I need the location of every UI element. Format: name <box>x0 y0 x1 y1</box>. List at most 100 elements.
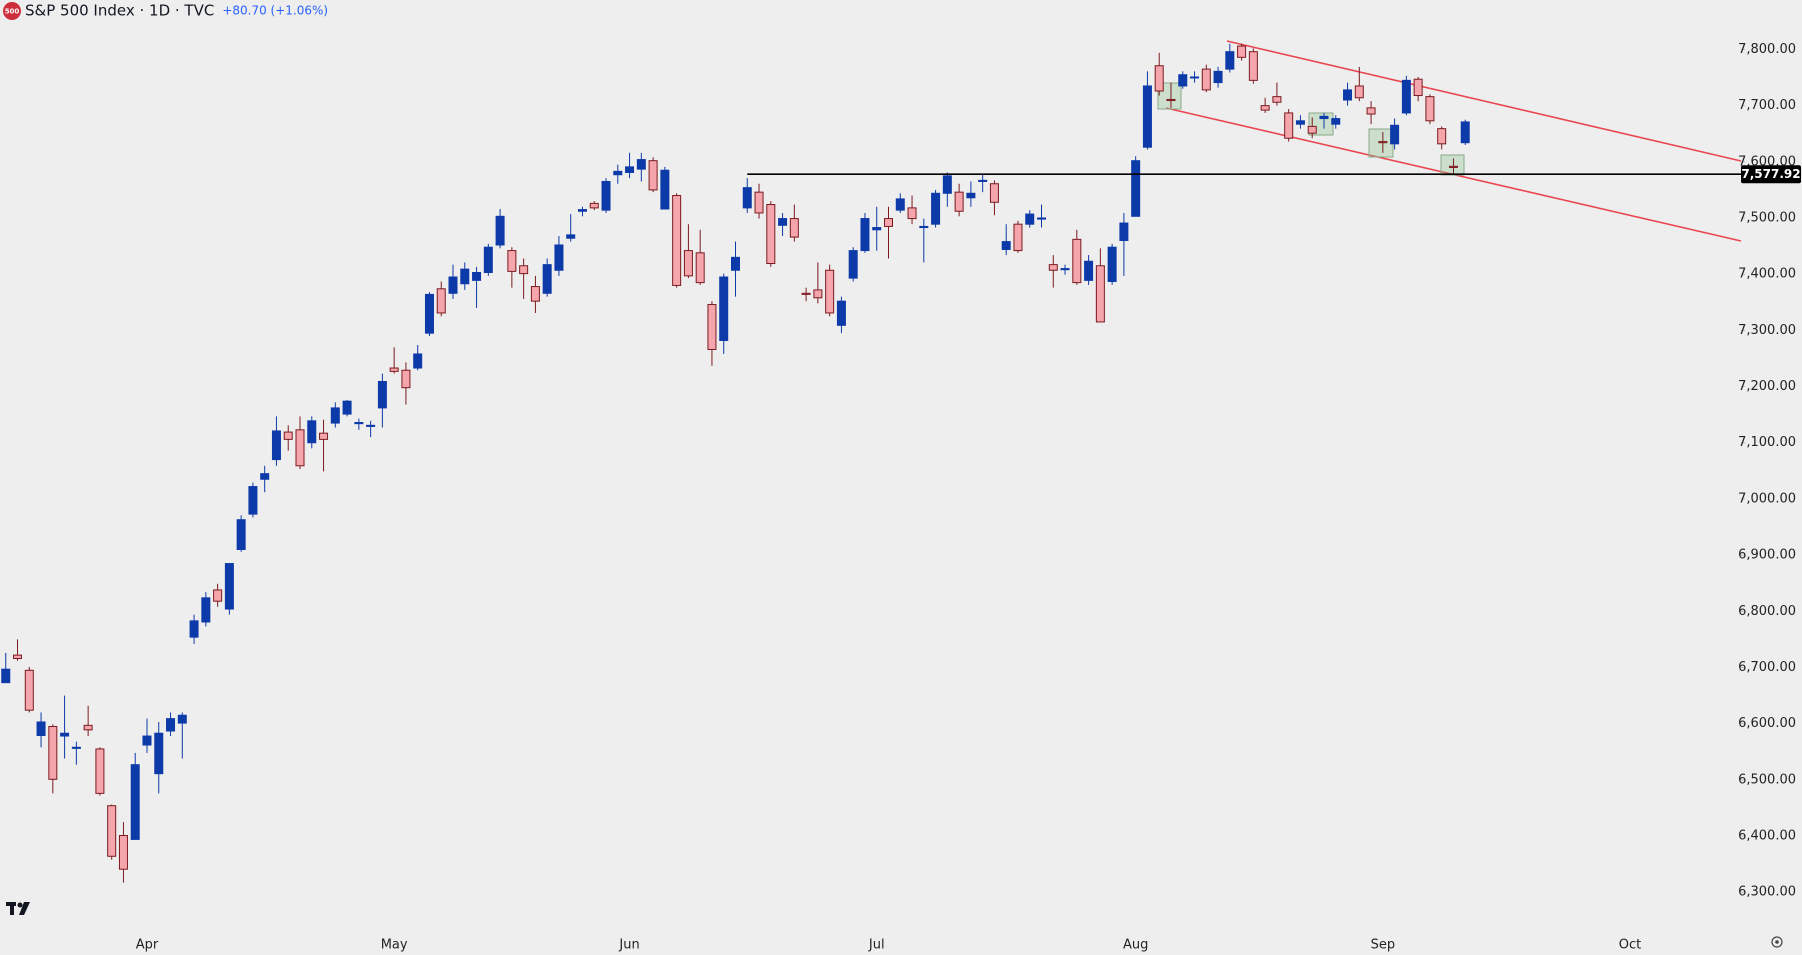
settings-icon-dot <box>1775 940 1779 944</box>
candle-body <box>460 268 470 285</box>
candle-body <box>507 250 517 272</box>
candle-body <box>1390 124 1400 145</box>
candle-body <box>707 304 717 350</box>
candle-body <box>931 192 941 225</box>
candle-body <box>271 430 281 461</box>
candle-body <box>813 289 823 299</box>
symbol-logo <box>3 2 21 20</box>
y-tick-label: 6,400.00 <box>1738 829 1796 844</box>
candle-body <box>354 422 364 425</box>
candle-body <box>1425 96 1435 122</box>
candle-body <box>1 668 11 684</box>
candle-body <box>1190 76 1200 79</box>
candle-body <box>789 218 799 238</box>
candle-body <box>554 244 564 271</box>
candle-body <box>48 725 58 780</box>
candle-body <box>154 732 164 775</box>
candle-body <box>542 264 552 294</box>
candle-body <box>1048 264 1058 271</box>
x-tick-label: Oct <box>1619 938 1641 953</box>
y-tick-label: 7,000.00 <box>1738 491 1796 506</box>
candle-body <box>36 721 46 736</box>
settings-icon[interactable] <box>1771 936 1783 948</box>
candle-body <box>530 286 540 302</box>
y-tick-label: 7,100.00 <box>1738 435 1796 450</box>
candle-body <box>1095 265 1105 323</box>
y-tick-label: 7,400.00 <box>1738 267 1796 282</box>
candle-body <box>1119 222 1129 241</box>
candle-body <box>24 669 34 711</box>
candle-body <box>589 202 599 209</box>
candle-body <box>1166 98 1176 102</box>
highlight-box <box>1157 82 1182 110</box>
candle-body <box>801 292 811 295</box>
symbol-logo-text: 500 <box>5 8 20 16</box>
candle-body <box>319 432 329 440</box>
candle-body <box>1378 141 1388 144</box>
candle-body <box>1178 74 1188 87</box>
candle-body <box>1154 65 1164 92</box>
price-line-label: 7,577.92 <box>1741 167 1800 181</box>
candle-body <box>13 654 23 659</box>
candle-body <box>1413 78 1423 97</box>
candle-body <box>1307 125 1317 134</box>
candle-body <box>166 718 176 732</box>
y-tick-label: 7,700.00 <box>1738 98 1796 113</box>
candle-body <box>83 724 93 731</box>
candle-body <box>625 166 635 173</box>
x-tick-label: Jun <box>618 938 639 953</box>
candle-body <box>919 225 929 229</box>
candle-body <box>389 367 399 372</box>
candle-body <box>519 265 529 275</box>
candle-body <box>71 746 81 749</box>
candle-body <box>613 170 623 176</box>
candle-body <box>1343 89 1353 101</box>
candle-body <box>1354 85 1364 99</box>
candle-body <box>1331 118 1341 125</box>
candle-body <box>342 400 352 415</box>
candle-body <box>660 169 670 210</box>
candle-body <box>248 486 258 515</box>
candle-body <box>1001 241 1011 250</box>
candle-body <box>177 714 187 724</box>
y-tick-label: 7,800.00 <box>1738 42 1796 57</box>
candle-body <box>648 160 658 191</box>
candle-body <box>472 272 482 281</box>
candle-body <box>577 209 587 212</box>
candle-body <box>566 234 576 239</box>
candle-body <box>1037 217 1047 220</box>
candle-body <box>413 353 423 369</box>
candle-body <box>1437 128 1447 145</box>
y-tick-label: 6,500.00 <box>1738 772 1796 787</box>
candle-body <box>1319 115 1329 120</box>
candle-body <box>424 293 434 334</box>
candle-body <box>189 620 199 638</box>
candle-body <box>283 431 293 440</box>
channel-upper <box>1226 40 1742 162</box>
candle-body <box>1366 107 1376 115</box>
candle-body <box>742 187 752 209</box>
candle-body <box>366 424 376 427</box>
candle-body <box>636 159 646 170</box>
candle-body <box>848 250 858 279</box>
candle-body <box>224 563 234 610</box>
candle-body <box>1072 238 1082 284</box>
candle-body <box>825 269 835 314</box>
candle-body <box>260 473 270 480</box>
candle-body <box>966 192 976 199</box>
candle-body <box>483 246 493 274</box>
candle-body <box>766 204 776 265</box>
y-tick-label: 7,500.00 <box>1738 211 1796 226</box>
y-tick-label: 6,700.00 <box>1738 660 1796 675</box>
candle-body <box>295 429 305 467</box>
candle-body <box>601 180 611 211</box>
candle-body <box>1131 160 1141 217</box>
candle-body <box>672 195 682 286</box>
candle-body <box>860 218 870 252</box>
candle-body <box>754 191 764 214</box>
price-change: +80.70 (+1.06%) <box>222 4 328 18</box>
candle-body <box>448 276 458 294</box>
candle-body <box>1248 51 1258 81</box>
